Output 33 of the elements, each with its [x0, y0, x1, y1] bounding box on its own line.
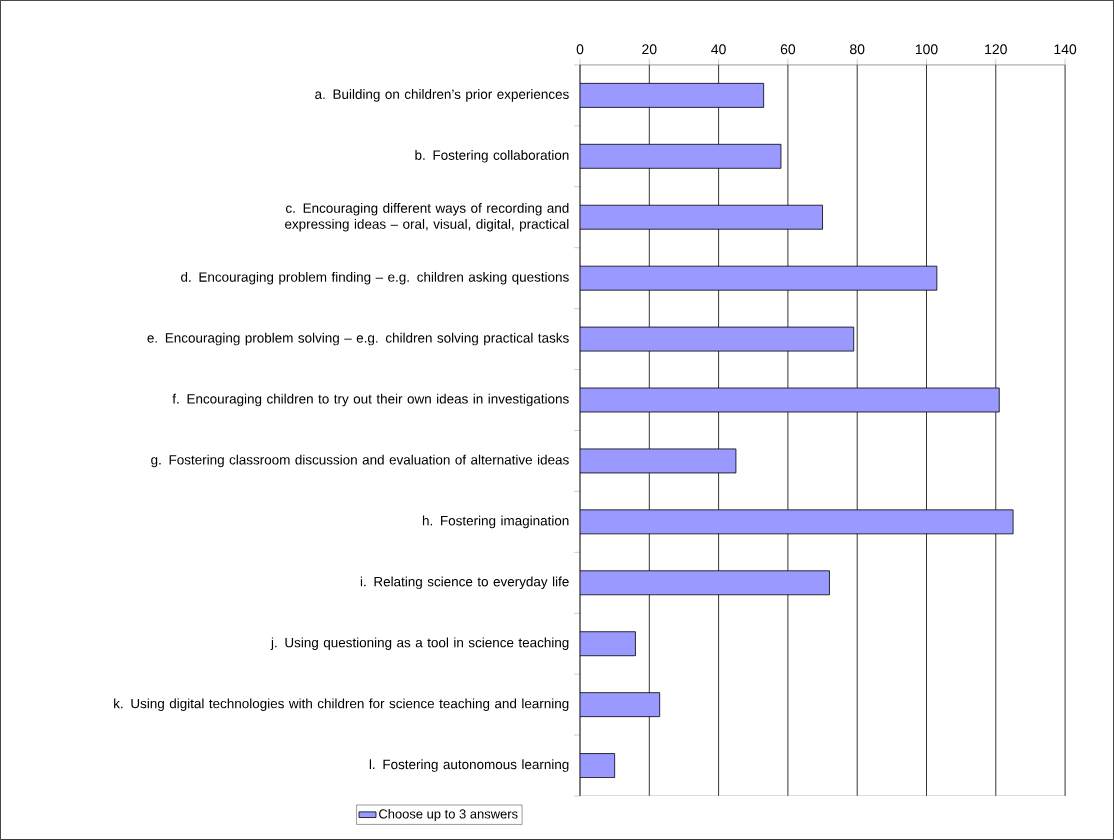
- y-tick-label: i. Relating science to everyday life: [360, 576, 569, 590]
- bar: [580, 753, 616, 779]
- bar: [580, 143, 782, 169]
- y-tick-label: d. Encouraging problem finding – e.g. children asking questions: [181, 271, 569, 285]
- y-tick-label: g. Fostering classroom discussion and evaluation of alternative ideas: [151, 454, 569, 468]
- bar: [580, 326, 855, 352]
- x-tick-label: 140: [1054, 44, 1077, 55]
- x-tick-label: 100: [915, 44, 938, 55]
- x-tick-label: 20: [642, 44, 657, 55]
- bar: [580, 83, 765, 108]
- y-tick-label: e. Encouraging problem solving – e.g. children solving practical tasks: [147, 332, 569, 346]
- y-tick-label: c. Encouraging different ways of recording and expressing ideas – oral, visual, digital, practical: [285, 203, 569, 232]
- bar: [580, 692, 661, 718]
- x-tick-label: 0: [576, 44, 584, 55]
- x-tick-label: 40: [711, 44, 726, 55]
- bar: [580, 265, 938, 291]
- x-tick-label: 120: [985, 44, 1007, 55]
- y-tick-label: j. Using questioning as a tool in science teaching: [270, 637, 569, 651]
- y-tick-label: k. Using digital technologies with children for science teaching and learning: [114, 698, 569, 711]
- bar: [580, 570, 830, 596]
- bar: [580, 509, 1014, 535]
- bar: [580, 448, 737, 474]
- y-tick-label: l. Fostering autonomous learning: [369, 759, 569, 772]
- x-tick-label: 60: [780, 44, 796, 55]
- bar: [580, 387, 1000, 413]
- y-tick-label: b. Fostering collaboration: [415, 150, 569, 163]
- legend-label: Choose up to 3 answers: [379, 809, 518, 822]
- x-tick-label: 80: [850, 44, 865, 55]
- bar: [580, 631, 636, 657]
- bar: [580, 204, 823, 230]
- y-tick-label: f. Encouraging children to try out their own ideas in investigations: [172, 393, 569, 407]
- y-tick-label: h. Fostering imagination: [422, 515, 569, 529]
- y-tick-label: a. Building on children’s prior experiences: [315, 89, 569, 102]
